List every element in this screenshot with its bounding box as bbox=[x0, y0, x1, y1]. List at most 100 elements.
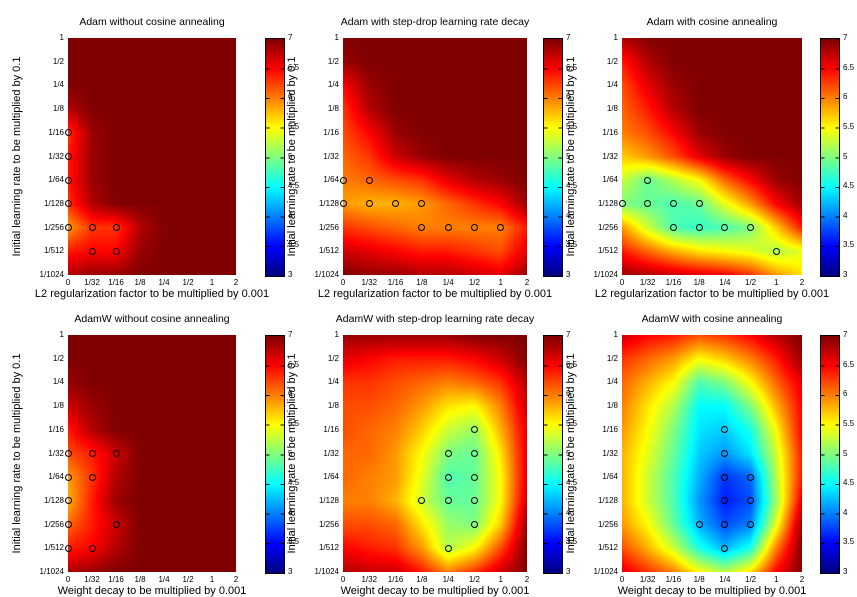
y-tick-label: 1/512 bbox=[318, 246, 339, 256]
data-point-marker bbox=[470, 473, 478, 481]
y-tick-label: 1/32 bbox=[323, 448, 339, 458]
colorbar-tick-label: 5 bbox=[566, 448, 571, 458]
plot-title: AdamW with step-drop learning rate decay bbox=[335, 313, 535, 325]
data-point-marker bbox=[772, 247, 780, 255]
colorbar bbox=[543, 335, 563, 574]
data-point-marker bbox=[64, 200, 72, 208]
y-tick-label: 1/8 bbox=[52, 104, 64, 114]
y-tick-label: 1/4 bbox=[52, 80, 64, 90]
x-tick-label: 2 bbox=[524, 575, 530, 584]
colorbar-tick-label: 6.5 bbox=[288, 359, 300, 369]
x-tick-label: 1/32 bbox=[84, 278, 100, 287]
x-tick-label: 1/8 bbox=[416, 575, 428, 584]
data-point-marker bbox=[747, 521, 755, 529]
y-tick-label: 1/8 bbox=[606, 401, 618, 411]
data-point-marker bbox=[721, 521, 729, 529]
y-tick-label: 1/16 bbox=[48, 127, 64, 137]
y-axis-label: Initial learning rate to be multiplied b… bbox=[11, 56, 23, 257]
data-point-marker bbox=[747, 497, 755, 505]
colorbar-tick-label: 4 bbox=[843, 507, 848, 517]
data-point-marker bbox=[747, 224, 755, 232]
y-tick-label: 1/128 bbox=[318, 198, 339, 208]
data-point-marker bbox=[644, 200, 652, 208]
colorbar-tick-label: 4 bbox=[566, 210, 571, 220]
x-axis-label: Weight decay to be multiplied by 0.001 bbox=[57, 585, 247, 597]
data-point-marker bbox=[721, 473, 729, 481]
y-tick-label: 1/8 bbox=[52, 401, 64, 411]
y-tick-label: 1/2 bbox=[606, 353, 618, 363]
y-tick-label: 1 bbox=[613, 330, 618, 339]
colorbar-tick-label: 4 bbox=[843, 210, 848, 220]
y-tick-label: 1/64 bbox=[323, 175, 339, 185]
data-point-marker bbox=[644, 176, 652, 184]
data-point-marker bbox=[669, 224, 677, 232]
heatmap-canvas bbox=[68, 38, 236, 275]
y-tick-label: 1/256 bbox=[43, 519, 64, 529]
colorbar-tick-label: 6 bbox=[566, 389, 571, 399]
colorbar-tick-label: 6 bbox=[843, 389, 848, 399]
data-point-marker bbox=[64, 544, 72, 552]
data-point-marker bbox=[747, 473, 755, 481]
data-point-marker bbox=[64, 129, 72, 137]
colorbar bbox=[265, 38, 285, 277]
y-tick-label: 1/4 bbox=[327, 377, 339, 387]
y-tick-label: 1/16 bbox=[323, 127, 339, 137]
colorbar-tick-label: 5 bbox=[288, 151, 293, 161]
data-point-marker bbox=[470, 426, 478, 434]
y-tick-label: 1 bbox=[334, 33, 339, 42]
x-tick-label: 2 bbox=[233, 575, 239, 584]
y-tick-label: 1/256 bbox=[597, 519, 618, 529]
colorbar-tick-label: 4.5 bbox=[843, 478, 855, 488]
data-point-marker bbox=[64, 521, 72, 529]
data-point-marker bbox=[64, 153, 72, 160]
y-tick-label: 1/1024 bbox=[39, 567, 64, 576]
y-tick-label: 1/4 bbox=[52, 377, 64, 387]
x-tick-label: 1/8 bbox=[693, 278, 705, 287]
colorbar-tick-label: 3 bbox=[843, 270, 848, 279]
colorbar-tick-label: 4 bbox=[288, 507, 293, 517]
x-tick-label: 1 bbox=[209, 278, 215, 287]
x-axis-label: L2 regularization factor to be multiplie… bbox=[317, 288, 553, 300]
y-axis-label: Initial learning rate to be multiplied b… bbox=[11, 353, 23, 554]
data-point-marker bbox=[418, 497, 426, 505]
x-tick-label: 2 bbox=[524, 278, 530, 287]
colorbar-tick-label: 7 bbox=[843, 330, 848, 339]
x-tick-label: 1/2 bbox=[182, 278, 194, 287]
colorbar-tick-label: 4.5 bbox=[288, 478, 300, 488]
colorbar-tick-label: 4.5 bbox=[566, 181, 578, 191]
y-axis-label: Initial learning rate to be multiplied b… bbox=[286, 56, 298, 257]
colorbar-tick-label: 6 bbox=[843, 92, 848, 102]
y-tick-label: 1/32 bbox=[323, 151, 339, 161]
x-axis-label: Weight decay to be multiplied by 0.001 bbox=[617, 585, 807, 597]
x-tick-label: 0 bbox=[340, 575, 346, 584]
y-axis-label: Initial learning rate to be multiplied b… bbox=[565, 56, 577, 257]
data-point-marker bbox=[365, 176, 373, 184]
x-tick-label: 1/8 bbox=[416, 278, 428, 287]
data-point-marker bbox=[418, 224, 426, 232]
colorbar-tick-label: 6 bbox=[288, 92, 293, 102]
colorbar-tick-label: 3.5 bbox=[843, 240, 855, 250]
data-point-marker bbox=[695, 200, 703, 208]
data-point-marker bbox=[444, 544, 452, 552]
y-tick-label: 1/8 bbox=[327, 104, 339, 114]
y-tick-label: 1/1024 bbox=[314, 567, 339, 576]
y-tick-label: 1/2 bbox=[606, 56, 618, 66]
colorbar-tick-label: 5.5 bbox=[288, 418, 300, 428]
colorbar-tick-label: 7 bbox=[566, 330, 571, 339]
x-tick-label: 2 bbox=[799, 278, 805, 287]
data-point-marker bbox=[669, 200, 677, 208]
y-tick-label: 1/256 bbox=[318, 222, 339, 232]
x-tick-label: 1/4 bbox=[442, 575, 454, 584]
data-point-marker bbox=[721, 224, 729, 232]
x-tick-label: 1/2 bbox=[468, 575, 480, 584]
x-tick-label: 1/8 bbox=[134, 278, 146, 287]
y-axis-label: Initial learning rate to be multiplied b… bbox=[565, 353, 577, 554]
data-point-marker bbox=[497, 224, 505, 232]
y-tick-label: 1/512 bbox=[597, 543, 618, 553]
y-tick-label: 1/128 bbox=[597, 198, 618, 208]
y-tick-label: 1 bbox=[59, 33, 64, 42]
x-tick-label: 1/2 bbox=[745, 278, 757, 287]
data-point-marker bbox=[64, 176, 72, 184]
colorbar-tick-label: 5 bbox=[843, 151, 848, 161]
